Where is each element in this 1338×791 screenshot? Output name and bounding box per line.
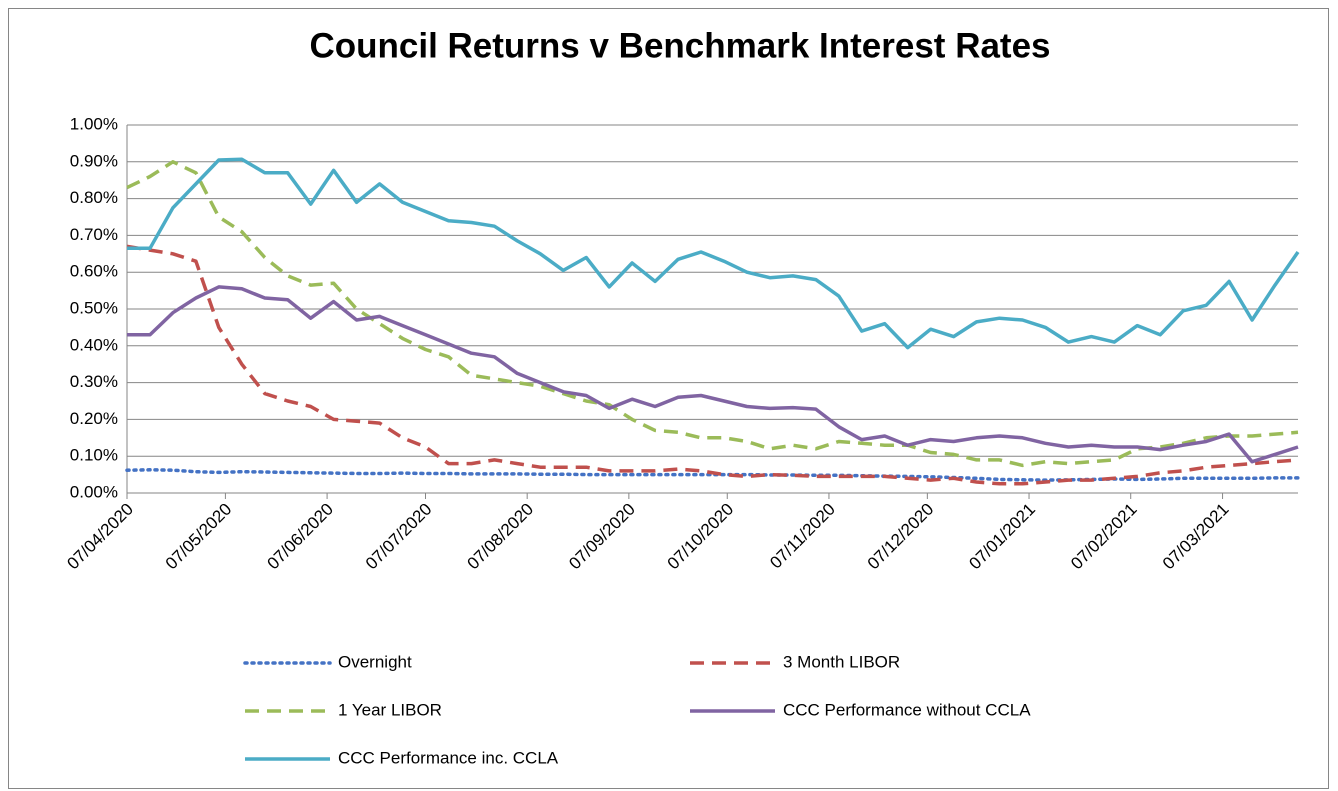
- series-line: [126, 244, 1299, 486]
- y-tick-label: 0.80%: [70, 188, 118, 207]
- legend-label: Overnight: [338, 652, 412, 671]
- y-tick-label: 0.70%: [70, 225, 118, 244]
- y-tick-label: 0.50%: [70, 298, 118, 317]
- y-tick-label: 1.00%: [70, 114, 118, 133]
- y-tick-label: 0.60%: [70, 262, 118, 281]
- chart-frame: [8, 8, 1329, 789]
- chart-title: Council Returns v Benchmark Interest Rat…: [309, 26, 1050, 65]
- y-tick-label: 0.20%: [70, 409, 118, 428]
- y-tick-label: 0.10%: [70, 446, 118, 465]
- legend-label: CCC Performance without CCLA: [783, 700, 1031, 719]
- series-line: [127, 285, 1299, 464]
- series-line: [127, 157, 1300, 350]
- legend-label: 1 Year LIBOR: [338, 700, 442, 719]
- y-tick-label: 0.90%: [70, 151, 118, 170]
- y-tick-label: 0.00%: [70, 482, 118, 501]
- legend-label: CCC Performance inc. CCLA: [338, 748, 559, 767]
- series-line: [126, 160, 1299, 468]
- legend-label: 3 Month LIBOR: [783, 652, 900, 671]
- y-tick-label: 0.30%: [70, 372, 118, 391]
- y-tick-label: 0.40%: [70, 335, 118, 354]
